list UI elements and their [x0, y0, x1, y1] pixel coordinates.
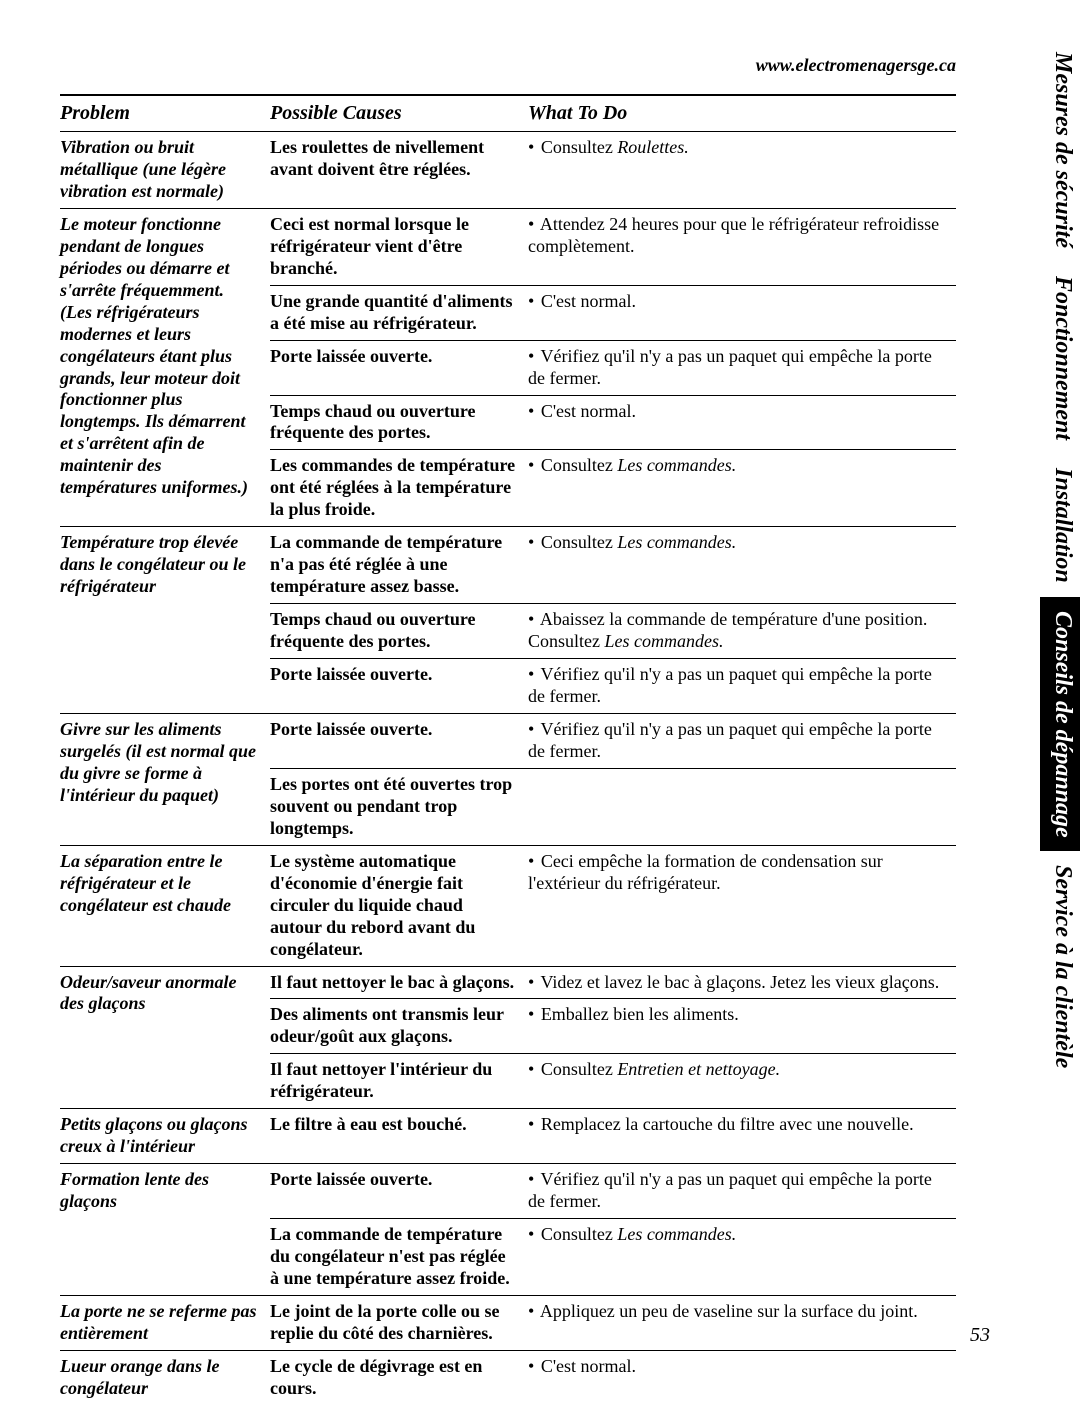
- cause-cell: Temps chaud ou ouverture fréquente des p…: [270, 395, 528, 450]
- table-row: Formation lente des glaçonsPorte laissée…: [60, 1164, 956, 1219]
- bullet-icon: •: [528, 851, 536, 873]
- troubleshooting-table: Problem Possible Causes What To Do Vibra…: [60, 94, 956, 1405]
- action-ref: Les commandes.: [617, 532, 736, 552]
- table-row: Givre sur les aliments surgelés (il est …: [60, 713, 956, 768]
- cause-cell: Ceci est normal lorsque le réfrigérateur…: [270, 208, 528, 285]
- action-cell: • Vérifiez qu'il n'y a pas un paquet qui…: [528, 713, 956, 768]
- side-tab[interactable]: Mesures de sécurité: [1040, 38, 1080, 262]
- bullet-icon: •: [528, 1169, 536, 1191]
- bullet-icon: •: [528, 346, 536, 368]
- cause-cell: Les commandes de température ont été rég…: [270, 450, 528, 527]
- table-row: Vibration ou bruit métallique (une légèr…: [60, 132, 956, 209]
- cause-cell: Porte laissée ouverte.: [270, 1164, 528, 1219]
- cause-cell: La commande de température n'a pas été r…: [270, 527, 528, 604]
- action-cell: • Consultez Les commandes.: [528, 1219, 956, 1296]
- header-problem: Problem: [60, 95, 270, 132]
- action-cell: • Abaissez la commande de température d'…: [528, 604, 956, 659]
- bullet-icon: •: [528, 1114, 536, 1136]
- table-row: Température trop élevée dans le congélat…: [60, 527, 956, 604]
- cause-cell: Les portes ont été ouvertes trop souvent…: [270, 768, 528, 845]
- cause-cell: Il faut nettoyer l'intérieur du réfrigér…: [270, 1054, 528, 1109]
- problem-cell: Givre sur les aliments surgelés (il est …: [60, 713, 270, 845]
- cause-cell: Les roulettes de nivellement avant doive…: [270, 132, 528, 209]
- side-tab[interactable]: Service à la clientèle: [1040, 851, 1080, 1082]
- action-ref: Entretien et nettoyage.: [617, 1059, 780, 1079]
- cause-cell: Une grande quantité d'aliments a été mis…: [270, 285, 528, 340]
- action-cell: • Videz et lavez le bac à glaçons. Jetez…: [528, 966, 956, 999]
- site-url: www.electromenagersge.ca: [60, 55, 956, 76]
- cause-cell: La commande de température du congélateu…: [270, 1219, 528, 1296]
- action-cell: • Consultez Roulettes.: [528, 132, 956, 209]
- bullet-icon: •: [528, 609, 536, 631]
- action-cell: • Emballez bien les aliments.: [528, 999, 956, 1054]
- bullet-icon: •: [528, 1004, 536, 1026]
- action-cell: • Attendez 24 heures pour que le réfrigé…: [528, 208, 956, 285]
- action-ref: Roulettes.: [617, 137, 688, 157]
- side-tab[interactable]: Fonctionnement: [1040, 262, 1080, 454]
- action-cell: • C'est normal.: [528, 395, 956, 450]
- table-row: La porte ne se referme pas entièrementLe…: [60, 1295, 956, 1350]
- action-cell: • C'est normal.: [528, 285, 956, 340]
- action-ref: Les commandes.: [617, 455, 736, 475]
- table-row: Petits glaçons ou glaçons creux à l'inté…: [60, 1109, 956, 1164]
- problem-cell: La séparation entre le réfrigérateur et …: [60, 845, 270, 966]
- cause-cell: Le joint de la porte colle ou se replie …: [270, 1295, 528, 1350]
- page-content: www.electromenagersge.ca Problem Possibl…: [60, 55, 956, 1405]
- action-cell: • Vérifiez qu'il n'y a pas un paquet qui…: [528, 340, 956, 395]
- bullet-icon: •: [528, 1059, 536, 1081]
- header-cause: Possible Causes: [270, 95, 528, 132]
- cause-cell: Le filtre à eau est bouché.: [270, 1109, 528, 1164]
- side-tab[interactable]: Installation: [1040, 454, 1080, 597]
- action-cell: • Consultez Entretien et nettoyage.: [528, 1054, 956, 1109]
- bullet-icon: •: [528, 532, 536, 554]
- bullet-icon: •: [528, 401, 536, 423]
- cause-cell: Porte laissée ouverte.: [270, 659, 528, 714]
- problem-cell: Température trop élevée dans le congélat…: [60, 527, 270, 714]
- action-ref: Les commandes.: [605, 631, 724, 651]
- bullet-icon: •: [528, 1301, 536, 1323]
- bullet-icon: •: [528, 972, 536, 994]
- cause-cell: Temps chaud ou ouverture fréquente des p…: [270, 604, 528, 659]
- problem-cell: La porte ne se referme pas entièrement: [60, 1295, 270, 1350]
- bullet-icon: •: [528, 291, 536, 313]
- side-tabs: Mesures de sécuritéFonctionnementInstall…: [1040, 38, 1080, 1208]
- action-cell: • Vérifiez qu'il n'y a pas un paquet qui…: [528, 659, 956, 714]
- action-cell: • Consultez Les commandes.: [528, 450, 956, 527]
- action-cell: • Consultez Les commandes.: [528, 527, 956, 604]
- cause-cell: Des aliments ont transmis leur odeur/goû…: [270, 999, 528, 1054]
- action-cell: • Ceci empêche la formation de condensat…: [528, 845, 956, 966]
- problem-cell: Odeur/saveur anormale des glaçons: [60, 966, 270, 1109]
- problem-cell: Vibration ou bruit métallique (une légèr…: [60, 132, 270, 209]
- problem-cell: Le moteur fonctionne pendant de longues …: [60, 208, 270, 526]
- problem-cell: Formation lente des glaçons: [60, 1164, 270, 1296]
- action-ref: Les commandes.: [617, 1224, 736, 1244]
- page-number: 53: [970, 1324, 990, 1347]
- bullet-icon: •: [528, 1356, 536, 1378]
- bullet-icon: •: [528, 137, 536, 159]
- table-row: La séparation entre le réfrigérateur et …: [60, 845, 956, 966]
- table-row: Odeur/saveur anormale des glaçonsIl faut…: [60, 966, 956, 999]
- bullet-icon: •: [528, 1224, 536, 1246]
- bullet-icon: •: [528, 214, 536, 236]
- action-cell: [528, 768, 956, 845]
- bullet-icon: •: [528, 719, 536, 741]
- cause-cell: Porte laissée ouverte.: [270, 713, 528, 768]
- action-cell: • Appliquez un peu de vaseline sur la su…: [528, 1295, 956, 1350]
- bullet-icon: •: [528, 664, 536, 686]
- side-tab[interactable]: Conseils de dépannage: [1040, 597, 1080, 852]
- table-row: Le moteur fonctionne pendant de longues …: [60, 208, 956, 285]
- cause-cell: Porte laissée ouverte.: [270, 340, 528, 395]
- bullet-icon: •: [528, 455, 536, 477]
- header-action: What To Do: [528, 95, 956, 132]
- cause-cell: Il faut nettoyer le bac à glaçons.: [270, 966, 528, 999]
- action-cell: • Remplacez la cartouche du filtre avec …: [528, 1109, 956, 1164]
- problem-cell: Petits glaçons ou glaçons creux à l'inté…: [60, 1109, 270, 1164]
- cause-cell: Le système automatique d'économie d'éner…: [270, 845, 528, 966]
- action-cell: • Vérifiez qu'il n'y a pas un paquet qui…: [528, 1164, 956, 1219]
